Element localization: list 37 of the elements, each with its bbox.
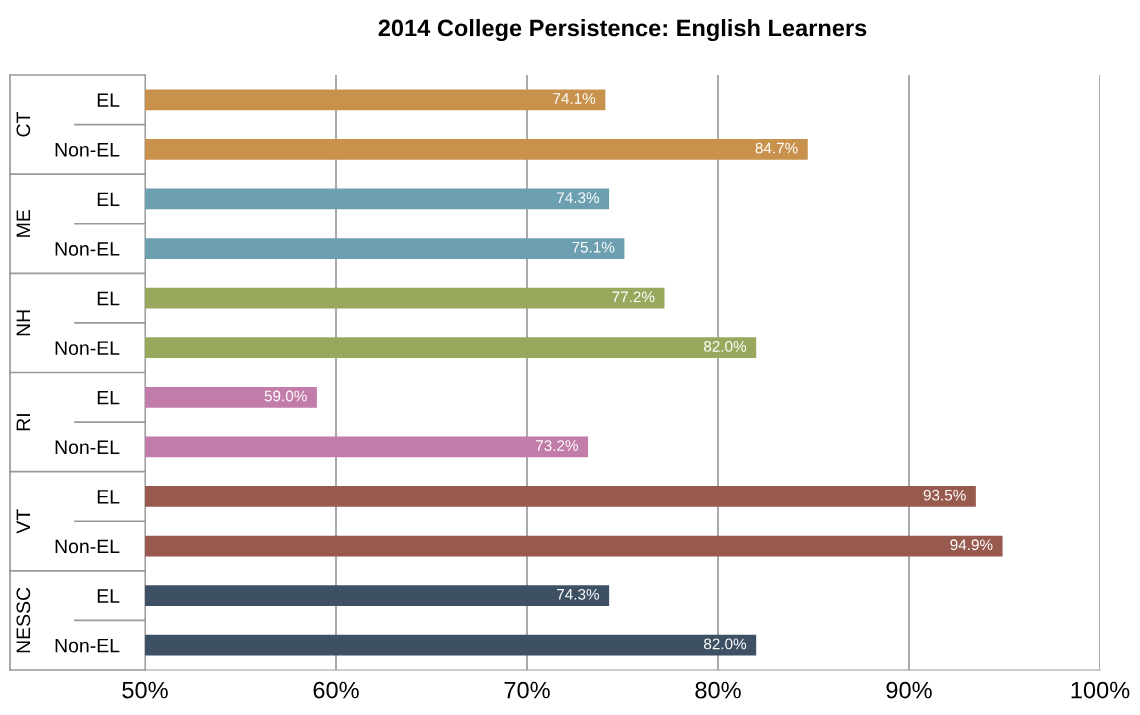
data-label: 84.7% bbox=[755, 142, 798, 154]
data-label: 82.0% bbox=[704, 340, 747, 352]
y-tick-label: EL bbox=[97, 589, 120, 603]
y-tick-label: Non-EL bbox=[55, 539, 120, 554]
x-tick-label: 60% bbox=[313, 681, 359, 699]
data-label: 93.5% bbox=[923, 489, 966, 501]
y-tick-label: EL bbox=[97, 291, 120, 306]
data-label: 74.3% bbox=[557, 192, 600, 204]
data-label: 74.1% bbox=[553, 93, 596, 104]
y-tick-label: EL bbox=[97, 93, 120, 107]
data-label: 59.0% bbox=[264, 390, 307, 402]
text: ME bbox=[16, 210, 31, 237]
y-tick-label: Non-EL bbox=[55, 341, 120, 355]
text: CT bbox=[16, 112, 31, 137]
data-label: 77.2% bbox=[612, 291, 655, 303]
y-tick-label: EL bbox=[97, 490, 120, 504]
y-tick-label: EL bbox=[97, 390, 120, 405]
data-label: 82.0% bbox=[704, 638, 747, 650]
text: VT bbox=[16, 509, 31, 534]
x-tick-label: 50% bbox=[122, 681, 168, 699]
data-label: 73.2% bbox=[536, 440, 579, 451]
y-tick-label: Non-EL bbox=[55, 440, 120, 455]
x-tick-label: 80% bbox=[695, 681, 741, 699]
text: NESSC bbox=[16, 587, 31, 653]
x-tick-label: 70% bbox=[504, 681, 550, 699]
text: NH bbox=[16, 310, 31, 336]
data-label: 94.9% bbox=[950, 539, 993, 551]
data-label: 74.3% bbox=[557, 588, 600, 600]
y-tick-label: Non-EL bbox=[55, 143, 120, 157]
y-tick-label: Non-EL bbox=[55, 242, 120, 256]
text: RI bbox=[16, 414, 31, 431]
chart-title: 2014 College Persistence: English Learners bbox=[378, 19, 867, 42]
data-label: 75.1% bbox=[572, 241, 615, 253]
x-tick-label: 90% bbox=[886, 681, 932, 699]
x-tick-label: 100% bbox=[1071, 681, 1130, 699]
y-tick-label: EL bbox=[97, 192, 120, 206]
y-tick-label: Non-EL bbox=[55, 638, 120, 653]
